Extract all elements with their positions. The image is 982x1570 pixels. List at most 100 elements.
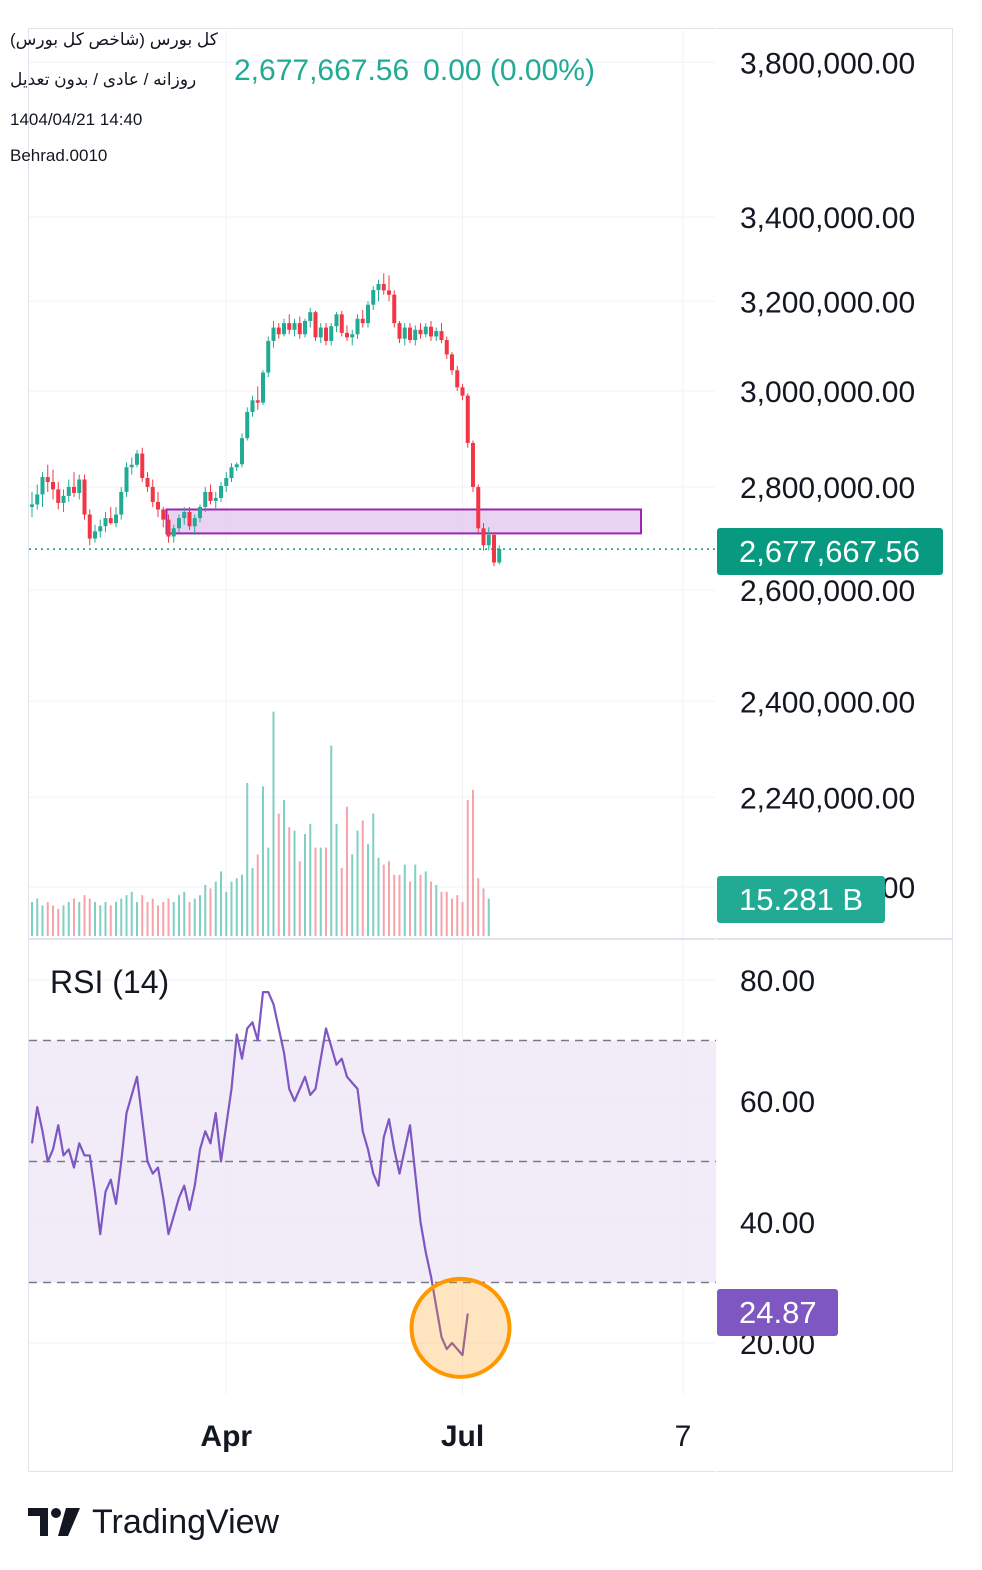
volume-bar: [377, 857, 380, 936]
volume-bar: [482, 888, 485, 936]
volume-bar: [220, 871, 222, 936]
volume-bar: [361, 820, 364, 936]
candle-body: [234, 464, 239, 468]
candle-body: [98, 526, 103, 532]
candle-body: [245, 412, 250, 439]
volume-bar: [167, 898, 170, 936]
candle-body: [82, 479, 87, 515]
volume-bar: [214, 881, 217, 936]
volume-bar: [445, 891, 448, 936]
candle-body: [366, 304, 370, 324]
volume-bar: [424, 871, 427, 936]
volume-bar: [277, 813, 280, 936]
volume-bar: [78, 902, 81, 936]
current-price: 2,677,667.56: [234, 54, 410, 87]
volume-bar: [193, 898, 196, 936]
candle-body: [476, 486, 481, 529]
rsi-value-tag: 24.87: [717, 1289, 838, 1336]
volume-bar: [188, 902, 191, 936]
candle-body: [423, 326, 428, 335]
candle-body: [324, 327, 328, 341]
volume-bar: [398, 874, 401, 936]
volume-bar: [435, 885, 438, 936]
candle-body: [276, 327, 281, 335]
candle-body: [418, 329, 423, 335]
time-axis[interactable]: Apr Jul 7: [200, 1420, 691, 1453]
volume-bar: [283, 800, 285, 936]
volume-bar: [62, 905, 65, 936]
volume-bar: [440, 891, 443, 936]
candle-body: [93, 531, 97, 539]
candle-body: [303, 320, 307, 335]
volume-bar: [31, 902, 33, 936]
volume-bar: [272, 711, 275, 936]
tradingview-logo[interactable]: TradingView: [28, 1502, 279, 1542]
candle-body: [465, 395, 470, 443]
volume-bar: [288, 827, 291, 936]
price-info: 2,677,667.56 0.00 (0.00%): [234, 54, 609, 88]
author-name: Behrad.0010: [10, 146, 108, 165]
volume-bar: [314, 847, 317, 936]
candle-body: [397, 323, 402, 339]
volume-bar: [304, 834, 306, 936]
volume-bar: [162, 902, 165, 936]
price-tick-label: 2,600,000.00: [740, 575, 915, 608]
volume-bar: [151, 898, 154, 936]
candle-body: [119, 491, 124, 515]
candle-body: [87, 514, 92, 539]
candle-body: [203, 491, 208, 507]
symbol-title[interactable]: کل بورس (شاخص کل بورس): [10, 30, 218, 49]
price-change: 0.00 (0.00%): [423, 54, 595, 87]
price-tick-label: 3,000,000.00: [740, 376, 915, 409]
volume-bar: [88, 898, 91, 936]
support-zone[interactable]: [165, 508, 642, 535]
volume-bar: [225, 891, 228, 936]
volume-bar: [120, 898, 123, 936]
rsi-oversold-marker[interactable]: [409, 1276, 512, 1379]
price-tick-label: 3,400,000.00: [740, 202, 915, 235]
candle-body: [219, 485, 223, 498]
candle-body: [497, 548, 502, 563]
candle-body: [387, 290, 391, 295]
candle-body: [208, 491, 213, 501]
candle-body: [360, 318, 365, 324]
rsi-tick-label: 60.00: [740, 1086, 815, 1119]
candle-body: [271, 327, 276, 341]
candle-body: [355, 318, 360, 335]
volume-bar: [141, 895, 144, 936]
candle-body: [30, 504, 34, 507]
volume-bar: [388, 861, 390, 936]
candle-body: [371, 289, 376, 305]
candle-body: [229, 467, 234, 479]
rsi-title[interactable]: RSI (14): [50, 964, 170, 1000]
volume-bar: [325, 847, 327, 936]
candle-body: [35, 494, 40, 505]
candle-body: [150, 486, 155, 502]
volume-bar: [130, 891, 133, 936]
volume-bar: [461, 902, 464, 936]
candle-body: [392, 294, 397, 324]
candle-body: [129, 464, 134, 468]
volume-tag: 15.281 B: [717, 876, 885, 923]
candle-body: [255, 400, 260, 403]
volume-bar: [209, 888, 212, 936]
volume-bar: [393, 874, 396, 936]
candle-body: [261, 372, 265, 403]
candle-body: [413, 329, 418, 341]
volume-bar: [382, 864, 385, 936]
volume-bar: [183, 891, 186, 936]
volume-bar: [256, 854, 259, 936]
volume-bar: [414, 864, 417, 936]
volume-bar: [104, 902, 107, 936]
volume-bar: [451, 898, 453, 936]
volume-bar: [172, 902, 175, 936]
tradingview-logo-text: TradingView: [92, 1502, 280, 1541]
volume-bar: [456, 895, 459, 936]
candle-body: [40, 477, 45, 495]
candle-body: [161, 509, 166, 520]
time-tick-label: Apr: [200, 1420, 252, 1453]
time-tick-label: 7: [675, 1420, 692, 1453]
candle-body: [66, 486, 71, 496]
price-axis[interactable]: 3,800,000.00 3,400,000.00 3,200,000.00 3,00…: [740, 47, 915, 1361]
